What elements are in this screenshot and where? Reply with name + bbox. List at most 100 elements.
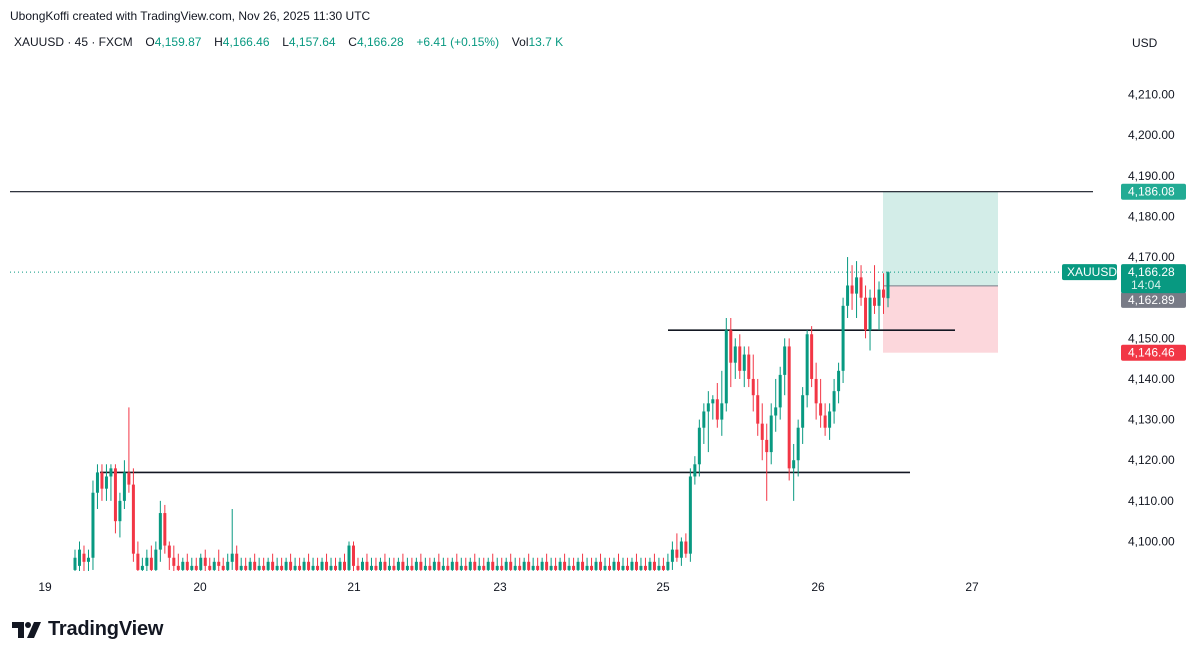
candle-body — [590, 565, 594, 570]
candle — [554, 557, 558, 571]
candle-body — [495, 565, 499, 570]
candle-body — [432, 561, 436, 570]
candle — [208, 557, 212, 571]
candle-body — [504, 561, 508, 570]
candle — [158, 500, 162, 562]
candle — [257, 557, 261, 571]
x-tick-label: 23 — [493, 580, 507, 594]
candle — [639, 557, 643, 571]
candle-body — [455, 561, 459, 570]
candle — [855, 261, 859, 318]
candle — [100, 464, 104, 501]
candle — [828, 403, 832, 440]
candle — [679, 537, 683, 566]
candle — [585, 557, 589, 571]
candle-body — [810, 334, 814, 379]
candle — [163, 504, 167, 554]
x-tick-label: 26 — [811, 580, 825, 594]
candle — [396, 557, 400, 571]
candle-body — [208, 565, 212, 570]
candle — [675, 533, 679, 562]
candle — [509, 553, 513, 571]
candle-body — [679, 541, 683, 558]
candle — [612, 557, 616, 571]
candle — [652, 553, 656, 571]
candle-body — [414, 561, 418, 570]
candle — [329, 557, 333, 571]
candle — [428, 557, 432, 571]
candle — [73, 549, 77, 571]
tradingview-logo[interactable]: TradingView — [12, 618, 163, 641]
candle-body — [343, 561, 347, 570]
candle — [109, 464, 113, 501]
candle-body — [859, 277, 863, 298]
candle-body — [657, 565, 661, 570]
candle — [459, 557, 463, 571]
candle-body — [374, 565, 378, 570]
candle — [661, 557, 665, 571]
candle-body — [280, 565, 284, 570]
candle-body — [450, 561, 454, 570]
candle-body — [742, 354, 746, 371]
candle — [841, 297, 845, 384]
candle-body — [783, 346, 787, 375]
candle-body — [648, 561, 652, 570]
target-price-label: 4,186.08 — [1128, 185, 1175, 199]
candle-body — [855, 277, 859, 294]
stop-zone — [883, 285, 998, 353]
candle-body — [239, 565, 243, 570]
candle — [351, 541, 355, 571]
candle — [266, 557, 270, 571]
candle — [302, 557, 306, 571]
candle — [77, 541, 81, 571]
stop-price-label: 4,146.46 — [1128, 346, 1175, 360]
candle — [666, 553, 670, 571]
candle — [289, 553, 293, 571]
candle — [419, 553, 423, 571]
candle-body — [118, 500, 122, 522]
candle — [131, 468, 135, 562]
candle — [343, 553, 347, 571]
candle-body — [864, 297, 868, 331]
candle-body — [298, 565, 302, 570]
candle-body — [266, 561, 270, 570]
candle-body — [832, 391, 836, 412]
candle — [378, 557, 382, 571]
candle — [715, 383, 719, 428]
candle-body — [877, 289, 881, 306]
legend-open-value: 4,159.87 — [154, 35, 202, 49]
candle — [86, 549, 90, 571]
candle — [513, 557, 517, 571]
y-tick-label: 4,140.00 — [1128, 372, 1175, 386]
candle-body — [127, 472, 131, 485]
candle — [684, 533, 688, 558]
candle-body — [522, 561, 526, 570]
candle-body — [468, 561, 472, 570]
symbol-tag: XAUUSD — [1067, 265, 1117, 279]
candle — [347, 541, 351, 571]
candle — [217, 549, 221, 571]
candle-body — [715, 399, 719, 420]
candle-body — [670, 549, 674, 562]
price-chart[interactable]: 4,100.00 4,110.00 4,120.00 4,130.00 4,140.00… — [0, 0, 1200, 610]
x-tick-label: 20 — [193, 580, 207, 594]
candle-body — [387, 565, 391, 570]
candle-body — [729, 330, 733, 363]
candle-body — [886, 272, 890, 299]
symbol-tag-bg — [1062, 264, 1117, 281]
candle — [194, 557, 198, 571]
candle-body — [365, 561, 369, 570]
candle — [446, 557, 450, 571]
candle — [172, 545, 176, 571]
candle — [248, 557, 252, 571]
candle — [275, 557, 279, 571]
candle-body — [91, 492, 95, 558]
candle — [235, 545, 239, 571]
currency-label[interactable]: USD — [1132, 36, 1158, 50]
candle-body — [500, 565, 504, 570]
candle-body — [733, 346, 737, 363]
candle — [882, 273, 886, 314]
candle — [104, 464, 108, 501]
candle-body — [527, 561, 531, 570]
candle-body — [77, 549, 81, 566]
